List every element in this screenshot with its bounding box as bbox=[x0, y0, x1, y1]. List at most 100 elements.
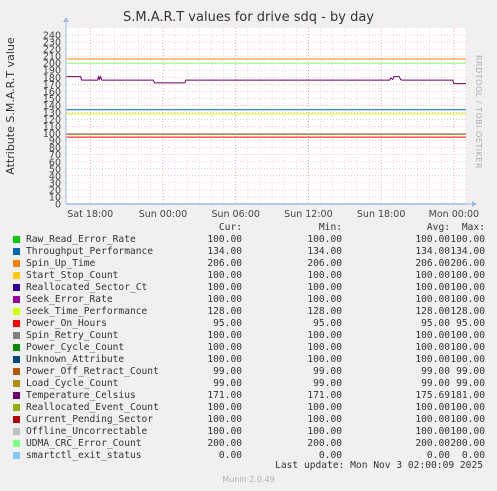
legend-max: 206.00 bbox=[450, 258, 485, 269]
legend-cur: 100.00 bbox=[207, 330, 242, 341]
legend-name: Load_Cycle_Count bbox=[26, 378, 119, 389]
legend-avg: 175.69 bbox=[415, 390, 450, 401]
legend-item: Reallocated_Sector_Ct 100.00 100.00 100.00 1… bbox=[10, 282, 490, 294]
legend-cur: 100.00 bbox=[207, 354, 242, 365]
legend-swatch bbox=[13, 320, 20, 327]
legend-cur: 206.00 bbox=[207, 258, 242, 269]
legend-swatch bbox=[13, 440, 20, 447]
y-tick-label: 90 bbox=[49, 136, 61, 147]
legend-name: Power_Cycle_Count bbox=[26, 342, 125, 353]
y-tick-label: 50 bbox=[49, 164, 61, 175]
x-tick-label: Sun 00:00 bbox=[139, 209, 187, 220]
x-tick-label: Mon 00:00 bbox=[429, 209, 479, 220]
legend-swatch bbox=[13, 332, 20, 339]
legend-swatch bbox=[13, 416, 20, 423]
legend-avg: 128.00 bbox=[415, 306, 450, 317]
legend-max: 100.00 bbox=[450, 330, 485, 341]
legend-item: UDMA_CRC_Error_Count 200.00 200.00 200.00 20… bbox=[10, 438, 490, 450]
legend-min: 95.00 bbox=[313, 318, 342, 329]
series-line bbox=[66, 74, 466, 85]
legend-max: 100.00 bbox=[450, 234, 485, 245]
legend-item: Raw_Read_Error_Rate 100.00 100.00 100.00 100… bbox=[10, 234, 490, 246]
x-axis-arrow bbox=[472, 201, 477, 207]
legend-name: Reallocated_Sector_Ct bbox=[26, 282, 148, 293]
y-axis-arrow bbox=[63, 17, 69, 22]
legend-cur: 100.00 bbox=[207, 342, 242, 353]
legend-name: Seek_Time_Performance bbox=[26, 306, 148, 317]
x-tick-label: Sun 06:00 bbox=[211, 209, 259, 220]
legend-item: smartctl_exit_status 0.00 0.00 0.00 0.00 bbox=[10, 450, 490, 462]
legend-item: Start_Stop_Count 100.00 100.00 100.00 100.00 bbox=[10, 270, 490, 282]
y-tick-label: 130 bbox=[43, 108, 61, 119]
legend-cur: 100.00 bbox=[207, 270, 242, 281]
legend-swatch bbox=[13, 248, 20, 255]
legend-min: 99.00 bbox=[313, 366, 342, 377]
legend-avg: 100.00 bbox=[415, 270, 450, 281]
legend-max: 99.00 bbox=[456, 366, 485, 377]
legend-swatch bbox=[13, 296, 20, 303]
legend-max: 95.00 bbox=[456, 318, 485, 329]
legend-avg: 99.00 bbox=[421, 378, 450, 389]
legend-max: 100.00 bbox=[450, 414, 485, 425]
legend-swatch bbox=[13, 236, 20, 243]
legend-name: Power_On_Hours bbox=[26, 318, 107, 329]
legend-min: 100.00 bbox=[307, 282, 342, 293]
legend-min: 100.00 bbox=[307, 270, 342, 281]
legend-max: 134.00 bbox=[450, 246, 485, 257]
legend-max: 100.00 bbox=[450, 282, 485, 293]
legend-swatch bbox=[13, 356, 20, 363]
legend-max: 100.00 bbox=[450, 270, 485, 281]
legend-name: Offline_Uncorrectable bbox=[26, 426, 148, 437]
legend-avg: 99.00 bbox=[421, 366, 450, 377]
legend-min: 100.00 bbox=[307, 330, 342, 341]
legend-cur: 100.00 bbox=[207, 294, 242, 305]
y-tick-label: 180 bbox=[43, 73, 61, 84]
legend-swatch bbox=[13, 272, 20, 279]
legend-avg: 100.00 bbox=[415, 282, 450, 293]
legend-cur: 0.00 bbox=[218, 450, 242, 461]
legend-avg: 100.00 bbox=[415, 354, 450, 365]
y-tick-label: 230 bbox=[43, 38, 61, 49]
plot-area bbox=[66, 28, 466, 204]
y-tick-label: 70 bbox=[49, 150, 61, 161]
legend-min: 134.00 bbox=[307, 246, 342, 257]
y-tick-label: 100 bbox=[43, 129, 61, 140]
legend-avg: 100.00 bbox=[415, 426, 450, 437]
legend-item: Offline_Uncorrectable 100.00 100.00 100.00 1… bbox=[10, 426, 490, 438]
legend-avg: 100.00 bbox=[415, 294, 450, 305]
legend-avg: 100.00 bbox=[415, 342, 450, 353]
legend-header: Cur: Min: Avg: Max: bbox=[10, 222, 490, 234]
y-tick-label: 140 bbox=[43, 101, 61, 112]
legend-min: 100.00 bbox=[307, 234, 342, 245]
legend: Cur: Min: Avg: Max: Raw_Read_Error_Rate 1… bbox=[10, 222, 490, 462]
legend-min: 100.00 bbox=[307, 402, 342, 413]
legend-avg: 95.00 bbox=[421, 318, 450, 329]
legend-header-max: Max: bbox=[461, 222, 485, 233]
legend-max: 100.00 bbox=[450, 342, 485, 353]
legend-item: Current_Pending_Sector 100.00 100.00 100.00… bbox=[10, 414, 490, 426]
legend-item: Seek_Error_Rate 100.00 100.00 100.00 100.00 bbox=[10, 294, 490, 306]
legend-name: Reallocated_Event_Count bbox=[26, 402, 159, 413]
legend-item: Power_Cycle_Count 100.00 100.00 100.00 100.0… bbox=[10, 342, 490, 354]
legend-name: Spin_Up_Time bbox=[26, 258, 96, 269]
legend-avg: 100.00 bbox=[415, 402, 450, 413]
legend-name: Raw_Read_Error_Rate bbox=[26, 234, 136, 245]
y-tick-label: 220 bbox=[43, 45, 61, 56]
legend-name: Throughput_Performance bbox=[26, 246, 154, 257]
y-tick-label: 60 bbox=[49, 157, 61, 168]
legend-swatch bbox=[13, 368, 20, 375]
legend-item: Throughput_Performance 134.00 134.00 134.00… bbox=[10, 246, 490, 258]
y-tick-label: 120 bbox=[43, 115, 61, 126]
y-tick-label: 0 bbox=[55, 200, 61, 211]
y-tick-label: 170 bbox=[43, 80, 61, 91]
legend-min: 100.00 bbox=[307, 354, 342, 365]
legend-swatch bbox=[13, 392, 20, 399]
legend-max: 100.00 bbox=[450, 294, 485, 305]
y-tick-label: 40 bbox=[49, 171, 61, 182]
legend-cur: 100.00 bbox=[207, 234, 242, 245]
legend-item: Spin_Retry_Count 100.00 100.00 100.00 100.00 bbox=[10, 330, 490, 342]
legend-swatch bbox=[13, 284, 20, 291]
legend-name: Spin_Retry_Count bbox=[26, 330, 119, 341]
legend-cur: 100.00 bbox=[207, 426, 242, 437]
legend-avg: 100.00 bbox=[415, 414, 450, 425]
